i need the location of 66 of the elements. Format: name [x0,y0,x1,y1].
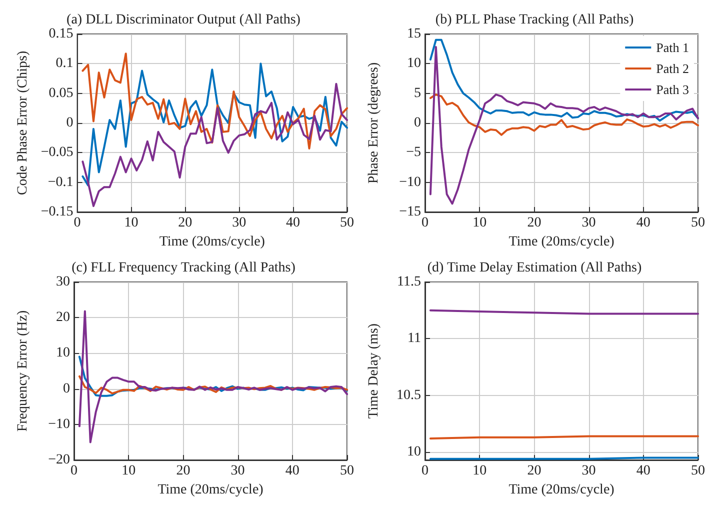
y-tick-label: 10.5 [396,388,421,403]
line-series [82,62,348,186]
line-series [82,52,348,150]
y-tick-label: 10 [407,56,421,72]
y-tick-label: −20 [48,452,70,468]
line-series [82,82,348,208]
x-tick-label: 30 [582,216,596,230]
line-series [429,38,699,122]
line-series [78,375,348,394]
chart-title: (b) PLL Phase Tracking (All Paths) [435,12,634,28]
x-tick-label: 30 [582,464,596,478]
x-tick-label: 10 [472,464,487,478]
x-tick-label: 30 [232,216,246,230]
y-tick-label: 0 [63,381,70,396]
y-tick-label: 11 [408,331,421,346]
y-tick-label: 15 [407,26,421,42]
x-axis-title: Time (20ms/cycle) [159,234,266,250]
x-tick-label: 10 [124,216,138,230]
y-tick-label: 0.1 [56,56,74,72]
x-tick-label: 40 [286,216,300,230]
y-tick-label: 0.15 [48,26,74,42]
y-tick-label: 20 [56,310,70,326]
y-tick-label: −15 [399,204,421,220]
y-axis-title: Code Phase Error (Chips) [16,50,30,196]
x-tick-label: 20 [527,464,542,478]
x-tick-label: 30 [230,464,245,478]
y-tick-label: −10 [48,416,70,432]
y-tick-label: 5 [414,86,421,101]
x-tick-label: 20 [176,464,190,478]
y-tick-label: 10 [56,346,70,361]
y-tick-label: 0 [414,116,421,130]
y-tick-label: 10 [407,444,421,460]
x-axis-title: Time (20ms/cycle) [158,482,264,498]
y-tick-label: 0.05 [48,86,74,101]
x-tick-label: 10 [122,464,136,478]
legend-label: Path 1 [656,40,690,55]
x-tick-label: 10 [472,216,487,230]
x-tick-label: 20 [527,216,542,230]
x-tick-label: 50 [340,464,354,478]
x-axis-title: Time (20ms/cycle) [508,482,615,498]
x-tick-label: 50 [340,216,354,230]
chart-title: (a) DLL Discriminator Output (All Paths) [66,12,301,28]
chart-title: (d) Time Delay Estimation (All Paths) [427,260,642,276]
legend-label: Path 2 [656,61,690,76]
x-tick-label: 50 [691,216,705,230]
y-tick-label: −0.1 [48,174,74,190]
y-tick-label: −0.15 [40,204,74,220]
chart-title: (c) FLL Frequency Tracking (All Paths) [72,260,296,276]
legend-label: Path 3 [656,82,690,97]
y-tick-label: −5 [406,145,421,160]
y-tick-label: −10 [399,174,421,190]
y-axis-title: Frequency Error (Hz) [16,310,30,432]
x-tick-label: 20 [178,216,192,230]
y-axis-title: Time Delay (ms) [366,323,382,419]
y-tick-label: 0 [66,116,74,130]
x-axis-title: Time (20ms/cycle) [508,234,615,250]
y-tick-label: 11.5 [397,274,421,290]
y-tick-label: 30 [56,274,70,290]
x-tick-label: 50 [691,464,705,478]
y-axis-title: Phase Error (degrees) [366,62,382,184]
x-tick-label: 40 [636,216,650,230]
line-series [78,310,348,444]
x-tick-label: 40 [285,464,300,478]
x-tick-label: 40 [636,464,650,478]
line-series [429,94,699,136]
y-tick-label: −0.05 [40,145,74,160]
